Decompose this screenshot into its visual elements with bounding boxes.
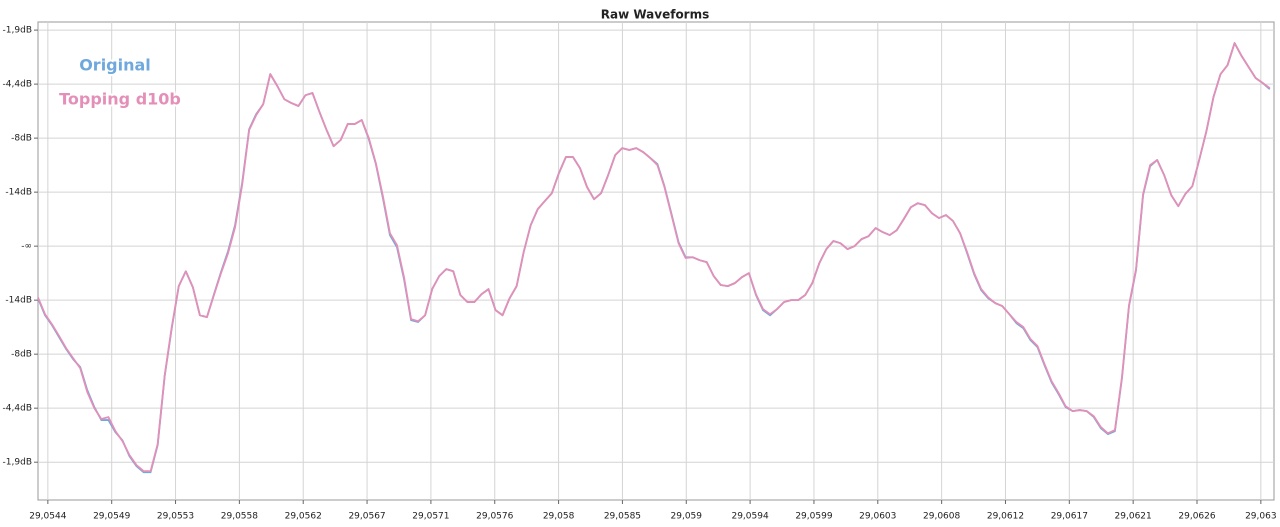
y-tick-label: -14dB xyxy=(5,188,32,198)
x-tick-label: 29,0576 xyxy=(476,512,513,522)
x-tick-label: 29,0612 xyxy=(987,512,1024,522)
series-line xyxy=(37,42,1271,472)
x-tick-label: 29,0617 xyxy=(1051,512,1088,522)
x-tick-label: 29,0621 xyxy=(1115,512,1152,522)
legend-entry: Topping d10b xyxy=(59,90,181,109)
y-tick-label: -8dB xyxy=(11,350,32,360)
y-tick-label: -1,9dB xyxy=(3,458,32,468)
chart-title: Raw Waveforms xyxy=(601,8,710,22)
x-tick-label: 29,058 xyxy=(543,512,575,522)
y-tick-label: -4,4dB xyxy=(3,80,32,90)
x-tick-label: 29,0562 xyxy=(285,512,322,522)
legend-entry: Original xyxy=(79,56,151,75)
x-tick-label: 29,0626 xyxy=(1178,512,1215,522)
x-tick-label: 29,0585 xyxy=(604,512,641,522)
x-tick-label: 29,0571 xyxy=(412,512,449,522)
y-tick-label: -1,9dB xyxy=(3,26,32,36)
x-tick-label: 29,0603 xyxy=(859,512,896,522)
x-tick-label: 29,0594 xyxy=(731,512,768,522)
y-tick-label: -8dB xyxy=(11,134,32,144)
x-tick-label: 29,063 xyxy=(1245,512,1277,522)
y-tick-label: -14dB xyxy=(5,296,32,306)
x-tick-label: 29,0567 xyxy=(348,512,385,522)
x-tick-label: 29,0608 xyxy=(923,512,960,522)
x-tick-label: 29,059 xyxy=(671,512,703,522)
x-tick-label: 29,0549 xyxy=(93,512,130,522)
x-tick-label: 29,0544 xyxy=(29,512,66,522)
x-tick-label: 29,0558 xyxy=(221,512,258,522)
x-tick-label: 29,0599 xyxy=(795,512,832,522)
x-tick-label: 29,0553 xyxy=(157,512,194,522)
y-tick-label: -4,4dB xyxy=(3,404,32,414)
plot-frame xyxy=(37,21,1275,501)
y-tick-label: -∞ xyxy=(21,242,32,252)
